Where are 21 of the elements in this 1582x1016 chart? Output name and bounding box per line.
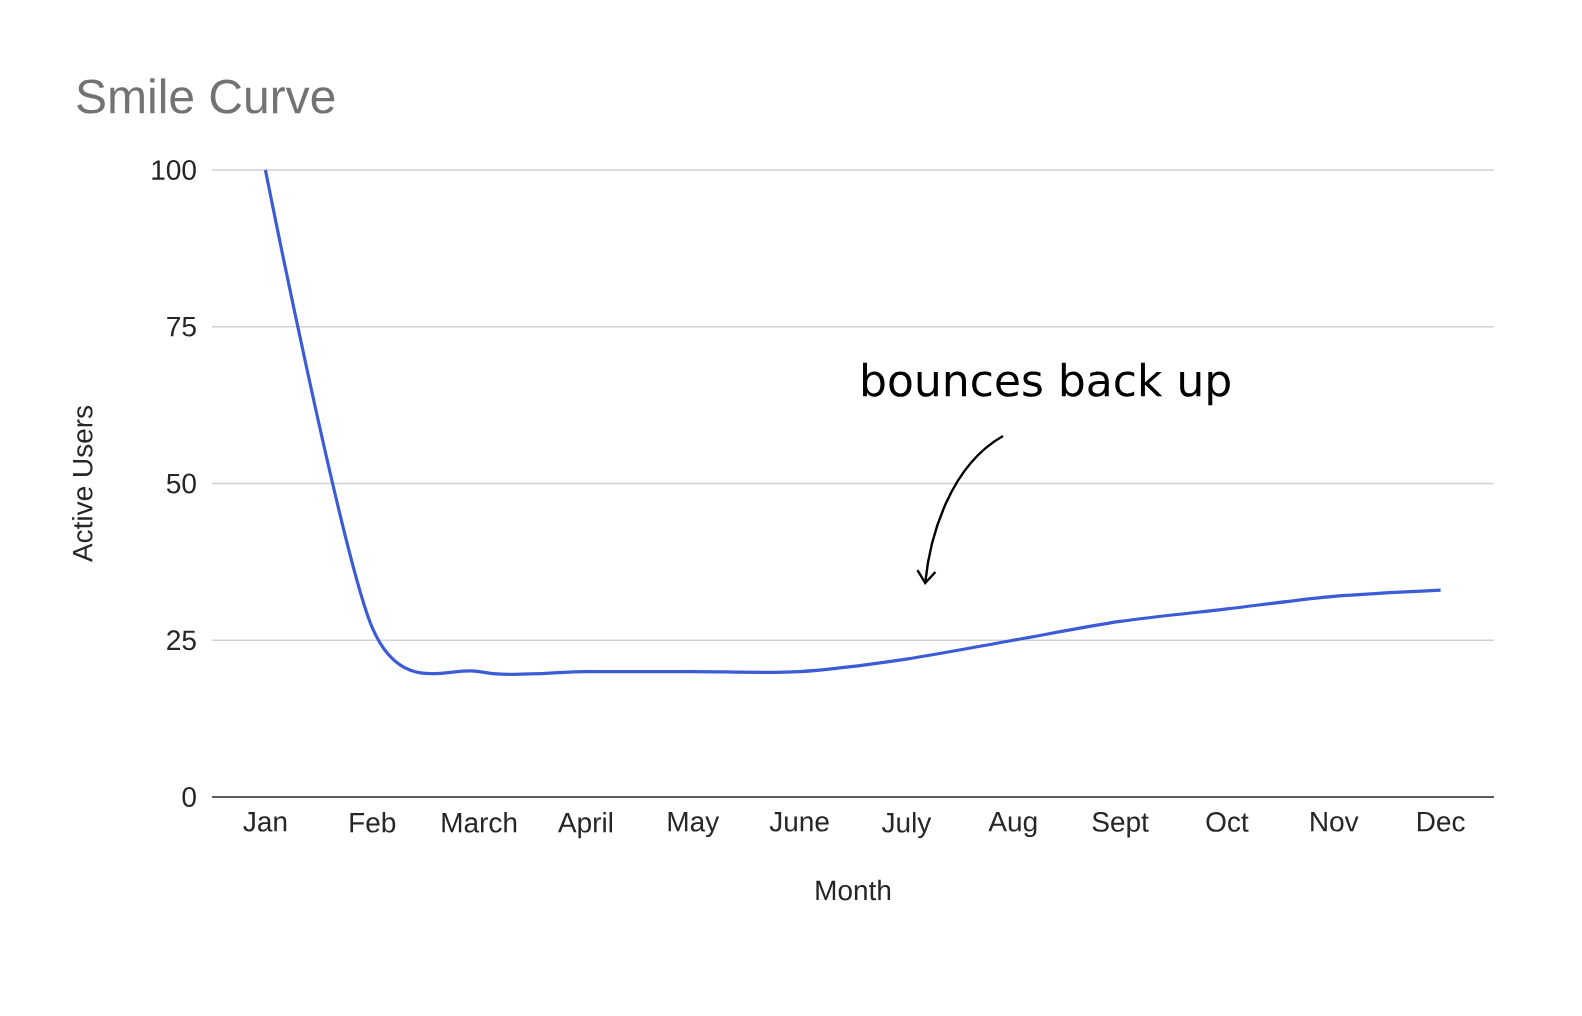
x-axis-title: Month	[816, 879, 891, 901]
x-tick-label: Jan	[243, 812, 287, 832]
x-tick-label: May	[668, 812, 720, 838]
annotation: bounces back up	[863, 362, 1230, 406]
y-axis-title: Active Users	[72, 405, 93, 563]
x-tick-label: Aug	[988, 812, 1037, 838]
x-tick-label: March	[442, 812, 517, 833]
y-tick-label: 0	[182, 787, 196, 807]
y-tick-label: 25	[167, 630, 196, 651]
y-tick-label: 100	[152, 160, 196, 180]
x-tick-label: June	[769, 812, 829, 832]
y-tick-label: 75	[167, 316, 196, 337]
x-tick-label: Oct	[1206, 812, 1249, 832]
chart-title: Smile Curve	[77, 78, 335, 114]
x-tick-label: Dec	[1418, 812, 1465, 832]
x-tick-label: Sept	[1092, 812, 1149, 838]
x-tick-label: Nov	[1311, 812, 1359, 832]
x-tick-label: April	[557, 812, 613, 839]
x-tick-label: Feb	[350, 812, 396, 833]
y-tick-label: 50	[166, 473, 196, 494]
x-tick-label: July	[881, 812, 932, 839]
